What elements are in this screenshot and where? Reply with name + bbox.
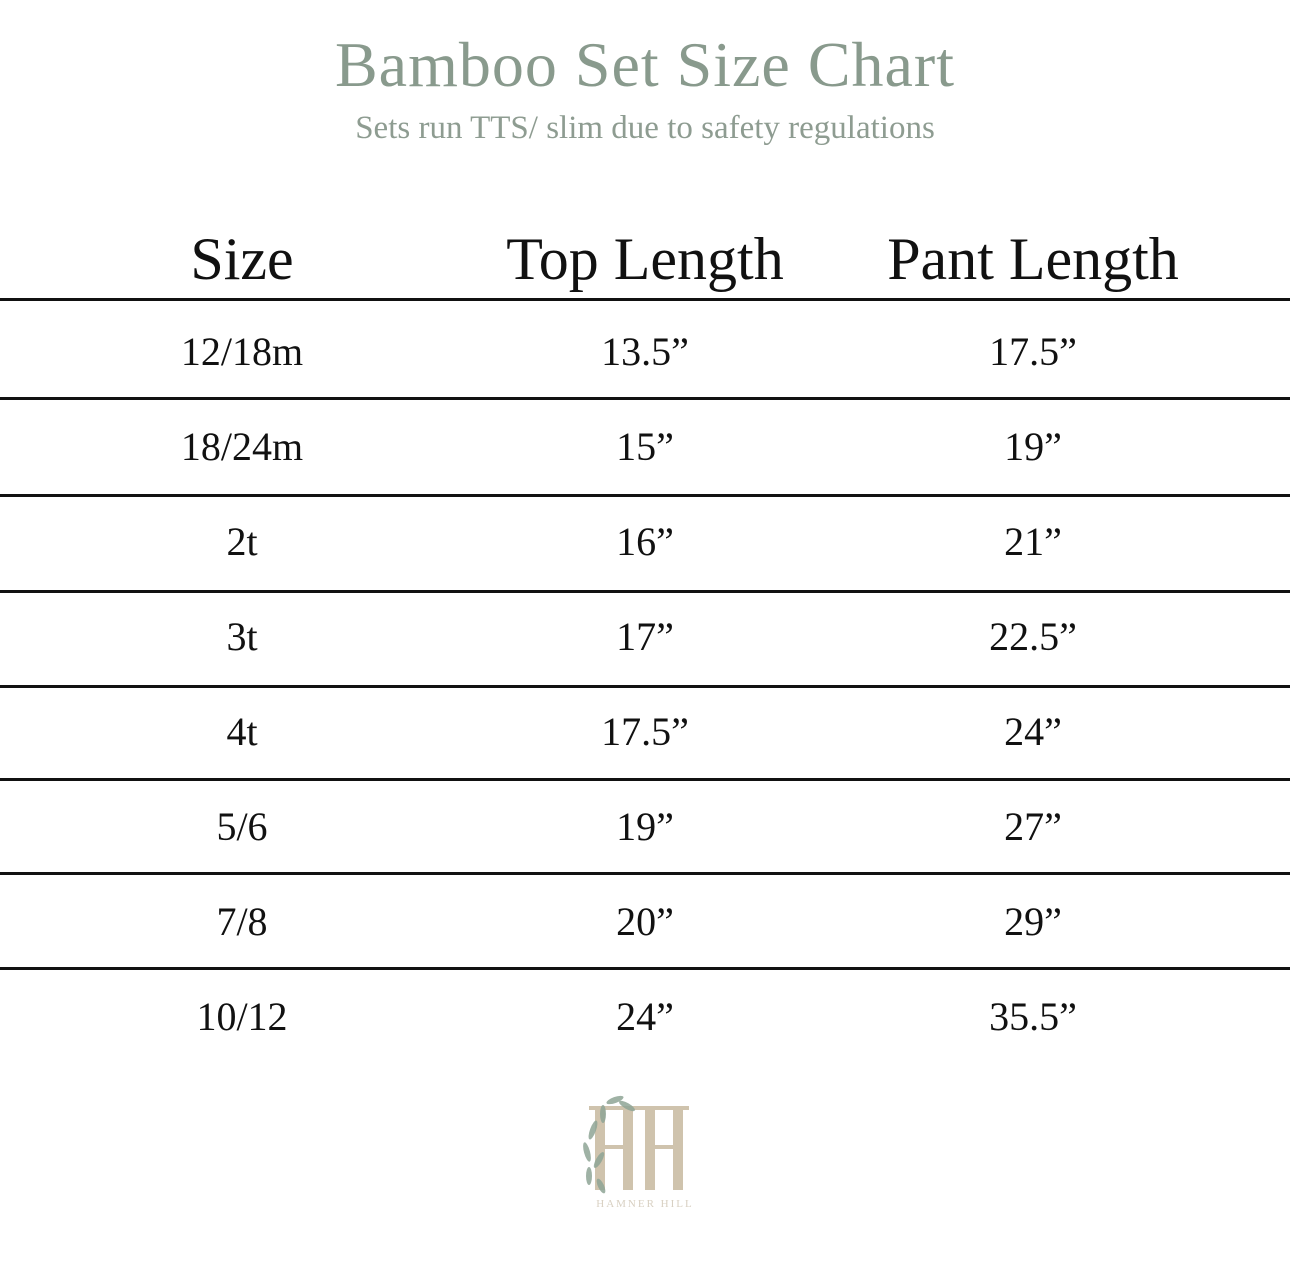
cell-pant-length: 19”	[1004, 424, 1062, 469]
cell-top-length: 15”	[616, 424, 674, 469]
cell-pant-length: 24”	[1004, 709, 1062, 754]
header-pant-length: Pant Length	[887, 226, 1179, 292]
header-top-length: Top Length	[506, 226, 784, 292]
cell-pant-length: 27”	[1004, 804, 1062, 849]
cell-size: 5/6	[216, 804, 268, 849]
cell-size: 12/18m	[180, 329, 304, 374]
row-divider	[0, 685, 1290, 688]
cell-top-length: 20”	[616, 899, 674, 944]
cell-top-length: 19”	[616, 804, 674, 849]
row-divider	[0, 397, 1290, 400]
hamner-hill-logo: HAMNER HILL	[583, 1095, 693, 1210]
cell-size: 10/12	[196, 994, 288, 1039]
page-subtitle: Sets run TTS/ slim due to safety regulat…	[355, 110, 935, 146]
row-divider	[0, 298, 1290, 301]
cell-top-length: 13.5”	[601, 329, 689, 374]
cell-top-length: 17”	[616, 614, 674, 659]
cell-top-length: 17.5”	[601, 709, 689, 754]
row-divider	[0, 778, 1290, 781]
cell-pant-length: 17.5”	[989, 329, 1077, 374]
cell-pant-length: 29”	[1004, 899, 1062, 944]
cell-top-length: 24”	[616, 994, 674, 1039]
cell-size: 2t	[226, 519, 258, 564]
row-divider	[0, 872, 1290, 875]
cell-size: 7/8	[216, 899, 268, 944]
row-divider	[0, 590, 1290, 593]
header-size: Size	[190, 226, 294, 292]
svg-text:HAMNER HILL: HAMNER HILL	[596, 1198, 693, 1210]
row-divider	[0, 494, 1290, 497]
page-title: Bamboo Set Size Chart	[334, 29, 956, 100]
cell-top-length: 16”	[616, 519, 674, 564]
cell-pant-length: 22.5”	[989, 614, 1077, 659]
cell-size: 4t	[226, 709, 258, 754]
cell-pant-length: 21”	[1004, 519, 1062, 564]
row-divider	[0, 967, 1290, 970]
cell-size: 18/24m	[180, 424, 304, 469]
cell-size: 3t	[226, 614, 258, 659]
cell-pant-length: 35.5”	[989, 994, 1077, 1039]
